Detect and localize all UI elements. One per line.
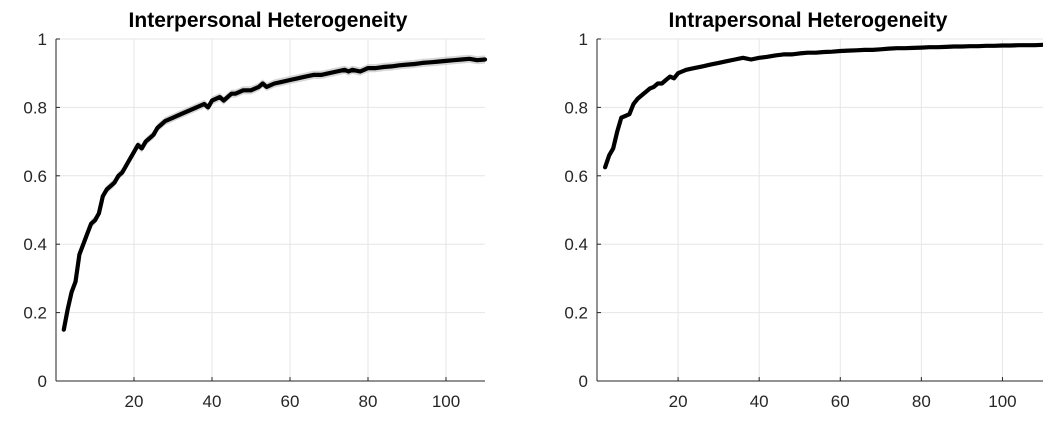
- x-tick-label: 40: [750, 392, 769, 411]
- x-tick-label: 100: [988, 392, 1016, 411]
- y-tick-label: 0.4: [23, 235, 47, 254]
- x-tick-label: 60: [281, 392, 300, 411]
- y-tick-label: 0.8: [23, 98, 47, 117]
- x-tick-label: 20: [669, 392, 688, 411]
- y-tick-label: 0.6: [23, 167, 47, 186]
- y-tick-label: 0.2: [564, 304, 588, 323]
- chart-title: Interpersonal Heterogeneity: [129, 9, 408, 32]
- x-tick-label: 40: [203, 392, 222, 411]
- intrapersonal-chart: Intrapersonal Heterogeneity 20 40 60 80 100 0…: [564, 9, 1043, 411]
- y-tick-label: 1: [579, 30, 588, 49]
- chart-title: Intrapersonal Heterogeneity: [669, 9, 948, 32]
- interpersonal-chart: Interpersonal Heterogeneity 20 40 60 80 100 0…: [23, 9, 488, 411]
- x-tick-label: 20: [125, 392, 144, 411]
- x-tick-label: 100: [432, 392, 460, 411]
- y-tick-label: 0.4: [564, 235, 588, 254]
- confidence-band: [605, 43, 1043, 169]
- y-tick-label: 0.6: [564, 167, 588, 186]
- series-line: [61, 56, 488, 332]
- y-tick-label: 0: [579, 372, 588, 391]
- y-tick-label: 0.2: [23, 304, 47, 323]
- series-line: [602, 42, 1043, 170]
- confidence-band: [63, 54, 486, 334]
- y-tick-label: 0.8: [564, 98, 588, 117]
- y-tick-label: 1: [38, 30, 47, 49]
- y-tick-label: 0: [38, 372, 47, 391]
- x-tick-label: 80: [912, 392, 931, 411]
- x-tick-label: 80: [359, 392, 378, 411]
- x-tick-label: 60: [831, 392, 850, 411]
